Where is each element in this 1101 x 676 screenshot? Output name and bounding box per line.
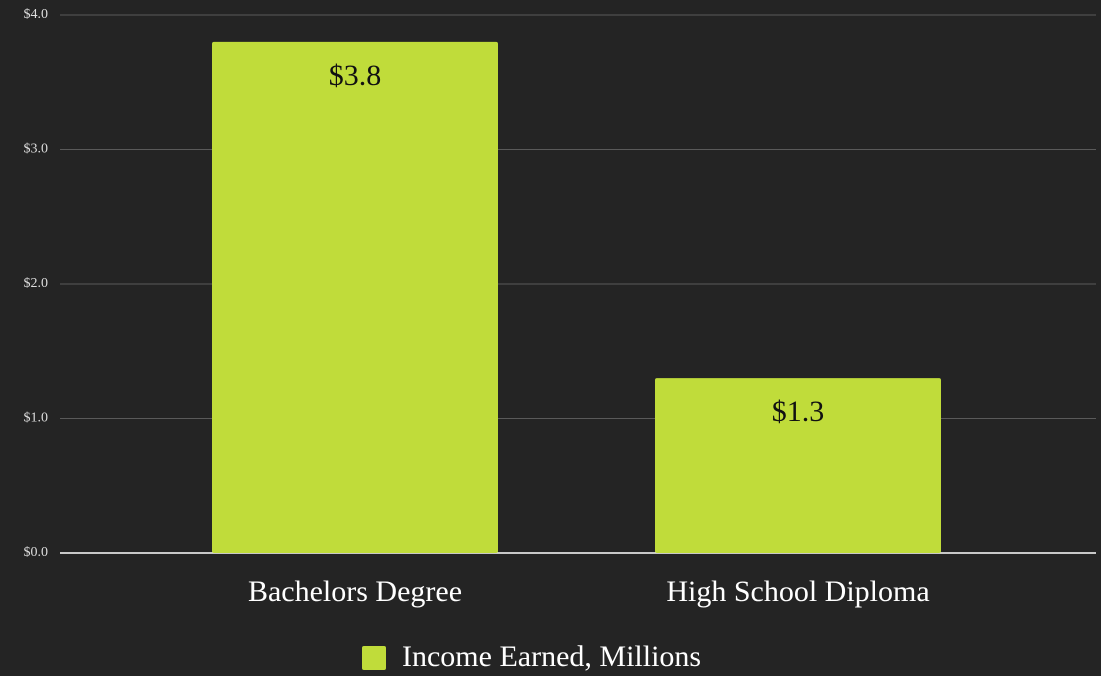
x-tick-label: Bachelors Degree xyxy=(248,575,462,608)
legend-label: Income Earned, Millions xyxy=(402,640,701,673)
y-tick-label: $2.0 xyxy=(24,276,49,291)
y-tick-label: $0.0 xyxy=(24,545,49,560)
y-tick-label: $3.0 xyxy=(24,142,49,157)
y-tick-label: $1.0 xyxy=(24,411,49,426)
legend-swatch xyxy=(362,646,386,670)
x-tick-label: High School Diploma xyxy=(666,575,929,608)
y-tick-label: $4.0 xyxy=(24,7,49,22)
bar xyxy=(212,41,498,554)
value-label: $1.3 xyxy=(772,395,825,428)
value-label: $3.8 xyxy=(329,59,382,92)
bar xyxy=(655,378,941,553)
